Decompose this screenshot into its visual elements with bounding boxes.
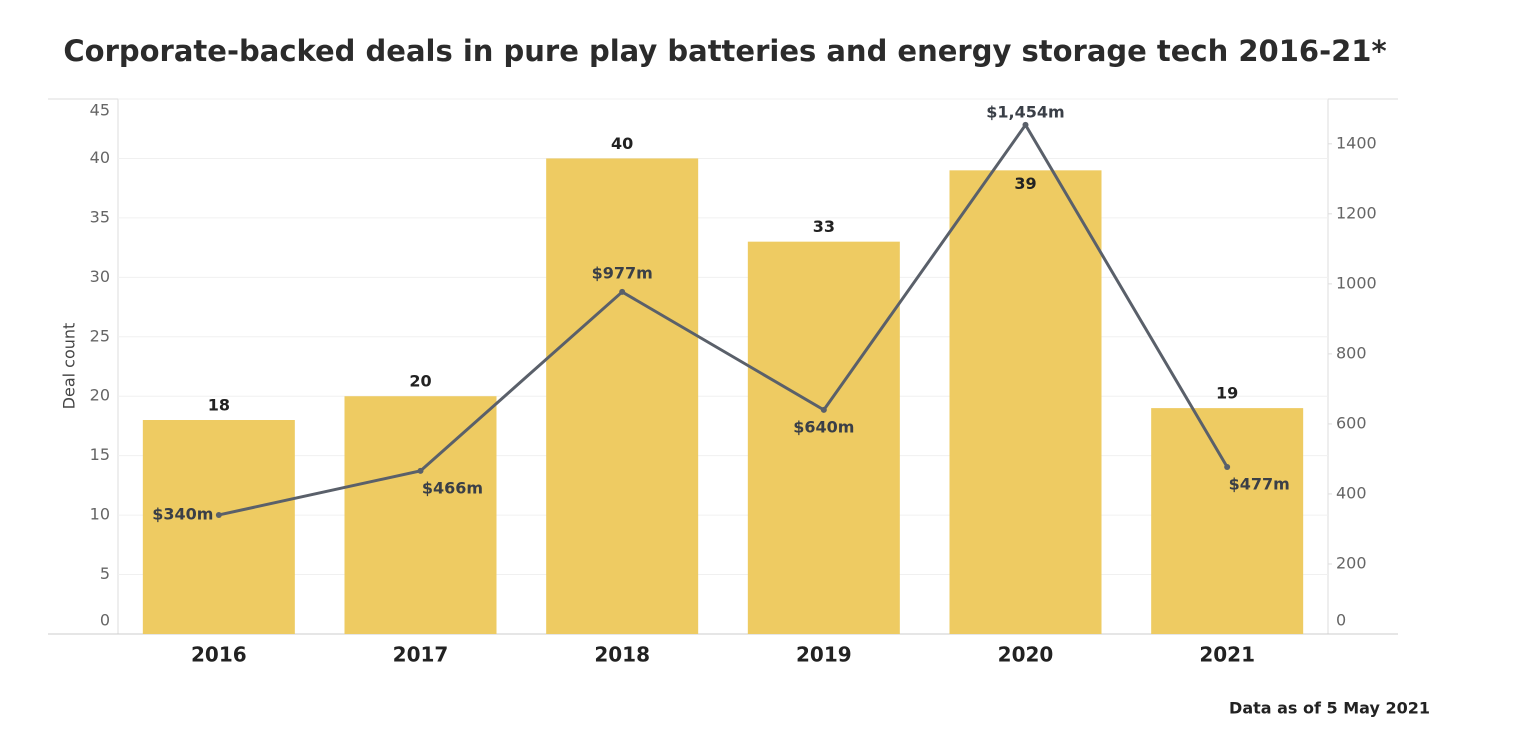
y-tick-label: 30 xyxy=(90,267,110,286)
y2-tick-label: 400 xyxy=(1336,483,1367,502)
y-tick-label: 25 xyxy=(90,326,110,345)
y-tick-label: 0 xyxy=(100,611,110,630)
line-value-label: $477m xyxy=(1229,474,1290,493)
bar-value-label: 40 xyxy=(611,134,633,153)
y-tick-label: 20 xyxy=(90,386,110,405)
bar-value-label: 39 xyxy=(1014,174,1036,193)
x-tick-label: 2019 xyxy=(796,643,852,667)
y-tick-label: 35 xyxy=(90,207,110,226)
bar xyxy=(747,241,900,634)
line-value-label: $466m xyxy=(422,478,483,497)
y-tick-label: 10 xyxy=(90,505,110,524)
y-tick-label: 45 xyxy=(90,101,110,120)
bar-value-label: 33 xyxy=(813,217,835,236)
x-tick-label: 2017 xyxy=(393,643,449,667)
bar xyxy=(546,158,699,634)
line-value-label: $340m xyxy=(152,504,213,523)
line-point xyxy=(820,406,827,413)
line-point xyxy=(215,511,222,518)
x-tick-label: 2020 xyxy=(998,643,1054,667)
bar-value-label: 18 xyxy=(208,396,230,415)
bar-value-label: 20 xyxy=(409,372,431,391)
y2-tick-label: 200 xyxy=(1336,553,1367,572)
bar xyxy=(949,170,1102,635)
y2-tick-label: 800 xyxy=(1336,343,1367,362)
x-tick-label: 2016 xyxy=(191,643,247,667)
x-tick-label: 2018 xyxy=(594,643,650,667)
line-value-label: $1,454m xyxy=(986,102,1064,121)
footnote: Data as of 5 May 2021 xyxy=(1229,699,1430,718)
y-tick-label: 40 xyxy=(90,148,110,167)
y2-tick-label: 0 xyxy=(1336,611,1346,630)
line-value-label: $977m xyxy=(592,263,653,282)
bar-value-label: 19 xyxy=(1216,384,1238,403)
line-point xyxy=(619,288,626,295)
x-tick-label: 2021 xyxy=(1199,643,1255,667)
bar xyxy=(142,420,295,634)
y2-tick-label: 1400 xyxy=(1336,133,1377,152)
line-point xyxy=(1022,121,1029,128)
bar xyxy=(344,396,497,634)
y-tick-label: 5 xyxy=(100,564,110,583)
line-point xyxy=(1224,463,1231,470)
y2-tick-label: 1000 xyxy=(1336,273,1377,292)
line-point xyxy=(417,467,424,474)
chart-title: Corporate-backed deals in pure play batt… xyxy=(63,34,1386,68)
line xyxy=(218,122,1229,517)
bar xyxy=(1151,408,1304,634)
y2-tick-label: 600 xyxy=(1336,413,1367,432)
y2-tick-label: 1200 xyxy=(1336,203,1377,222)
y-tick-label: 15 xyxy=(90,445,110,464)
y-axis-label: Deal count xyxy=(60,323,79,410)
line-value-label: $640m xyxy=(793,417,854,436)
